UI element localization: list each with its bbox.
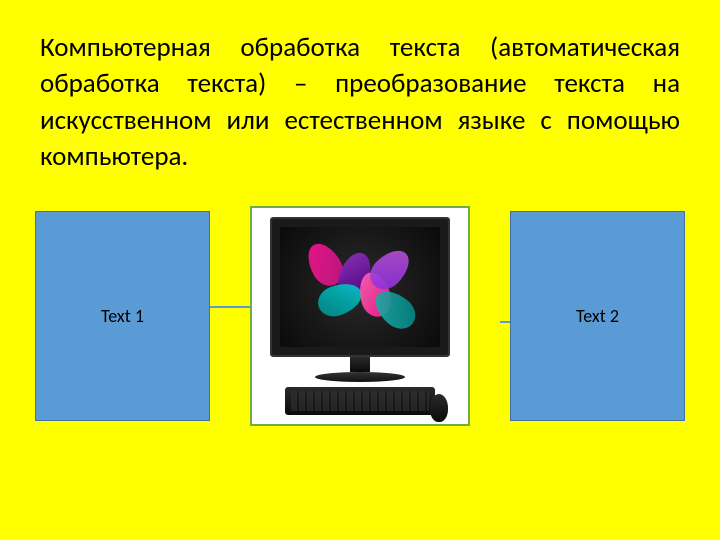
main-paragraph: Компьютерная обработка текста (автоматич… xyxy=(40,30,680,176)
node-text2-label: Text 2 xyxy=(576,305,619,327)
monitor-base-icon xyxy=(315,372,405,382)
node-text1: Text 1 xyxy=(35,211,210,421)
node-computer xyxy=(250,206,470,426)
keyboard-icon xyxy=(285,387,435,415)
node-text1-label: Text 1 xyxy=(101,305,144,327)
monitor-stand-icon xyxy=(350,357,370,372)
mouse-icon xyxy=(430,394,448,422)
slide: Компьютерная обработка текста (автоматич… xyxy=(0,0,720,540)
node-text2: Text 2 xyxy=(510,211,685,421)
diagram: Text 1 Text 2 xyxy=(40,201,680,431)
screen-icon xyxy=(280,227,440,347)
monitor-icon xyxy=(270,217,450,357)
